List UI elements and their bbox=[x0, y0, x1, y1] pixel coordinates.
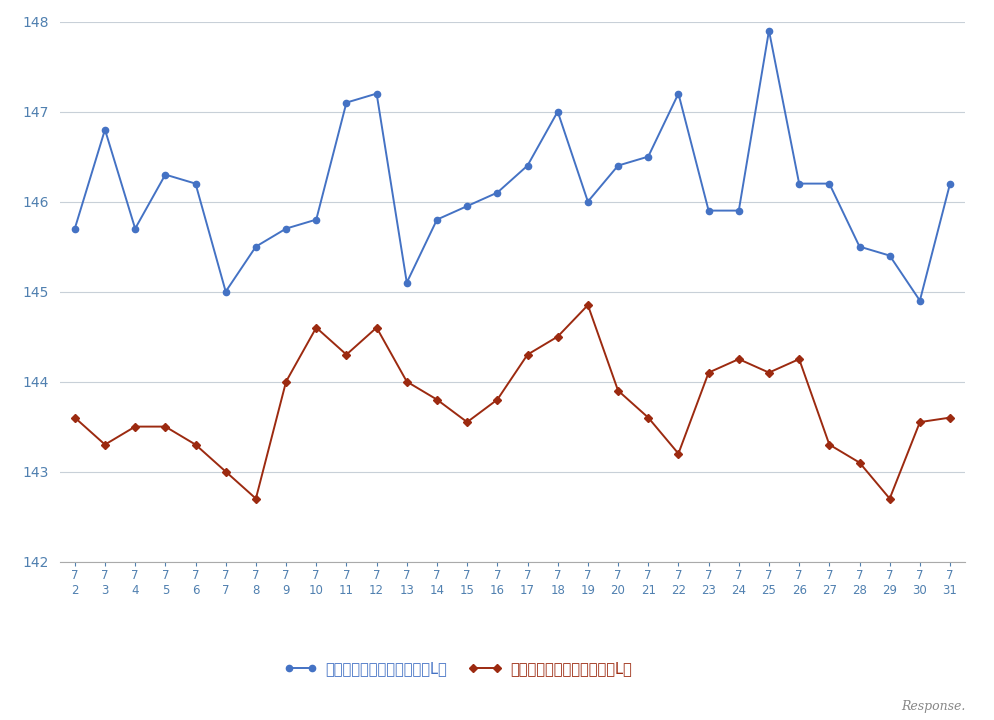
レギュラー実売価格（円／L） bbox=[521, 350, 533, 359]
レギュラー看板価格（円／L） bbox=[943, 179, 955, 188]
レギュラー看板価格（円／L） bbox=[129, 225, 141, 233]
レギュラー実売価格（円／L） bbox=[853, 458, 865, 467]
レギュラー看板価格（円／L） bbox=[883, 251, 895, 260]
Legend: レギュラー看板価格（円／L）, レギュラー実売価格（円／L）: レギュラー看板価格（円／L）, レギュラー実売価格（円／L） bbox=[278, 655, 637, 682]
レギュラー実売価格（円／L） bbox=[280, 377, 292, 386]
レギュラー看板価格（円／L） bbox=[702, 206, 714, 215]
レギュラー実売価格（円／L） bbox=[611, 386, 623, 395]
レギュラー看板価格（円／L） bbox=[611, 161, 623, 170]
レギュラー看板価格（円／L） bbox=[491, 188, 503, 197]
レギュラー看板価格（円／L） bbox=[672, 89, 684, 98]
レギュラー実売価格（円／L） bbox=[460, 418, 473, 426]
レギュラー実売価格（円／L） bbox=[581, 301, 593, 310]
Line: レギュラー看板価格（円／L）: レギュラー看板価格（円／L） bbox=[72, 27, 952, 304]
レギュラー看板価格（円／L） bbox=[762, 26, 774, 35]
レギュラー実売価格（円／L） bbox=[883, 495, 895, 503]
Text: Response.: Response. bbox=[900, 700, 964, 713]
レギュラー実売価格（円／L） bbox=[370, 323, 382, 332]
レギュラー実売価格（円／L） bbox=[220, 467, 232, 476]
レギュラー看板価格（円／L） bbox=[521, 161, 533, 170]
レギュラー実売価格（円／L） bbox=[310, 323, 322, 332]
レギュラー実売価格（円／L） bbox=[69, 413, 81, 422]
レギュラー看板価格（円／L） bbox=[460, 202, 473, 210]
レギュラー看板価格（円／L） bbox=[822, 179, 834, 188]
レギュラー看板価格（円／L） bbox=[98, 125, 111, 134]
レギュラー看板価格（円／L） bbox=[220, 287, 232, 296]
レギュラー看板価格（円／L） bbox=[581, 197, 593, 206]
レギュラー実売価格（円／L） bbox=[762, 368, 774, 377]
レギュラー実売価格（円／L） bbox=[732, 355, 744, 364]
レギュラー実売価格（円／L） bbox=[430, 395, 442, 404]
レギュラー看板価格（円／L） bbox=[189, 179, 201, 188]
レギュラー実売価格（円／L） bbox=[822, 440, 834, 449]
レギュラー実売価格（円／L） bbox=[792, 355, 804, 364]
レギュラー看板価格（円／L） bbox=[430, 215, 442, 224]
レギュラー実売価格（円／L） bbox=[943, 413, 955, 422]
レギュラー実売価格（円／L） bbox=[401, 377, 413, 386]
レギュラー実売価格（円／L） bbox=[340, 350, 352, 359]
レギュラー看板価格（円／L） bbox=[912, 296, 924, 305]
レギュラー看板価格（円／L） bbox=[280, 225, 292, 233]
レギュラー実売価格（円／L） bbox=[491, 395, 503, 404]
レギュラー実売価格（円／L） bbox=[672, 449, 684, 458]
レギュラー看板価格（円／L） bbox=[642, 152, 654, 161]
レギュラー看板価格（円／L） bbox=[792, 179, 804, 188]
レギュラー看板価格（円／L） bbox=[732, 206, 744, 215]
レギュラー実売価格（円／L） bbox=[702, 368, 714, 377]
レギュラー看板価格（円／L） bbox=[69, 225, 81, 233]
レギュラー実売価格（円／L） bbox=[642, 413, 654, 422]
Line: レギュラー実売価格（円／L）: レギュラー実売価格（円／L） bbox=[72, 302, 952, 502]
レギュラー実売価格（円／L） bbox=[551, 332, 563, 341]
レギュラー看板価格（円／L） bbox=[159, 170, 171, 179]
レギュラー看板価格（円／L） bbox=[310, 215, 322, 224]
レギュラー実売価格（円／L） bbox=[159, 422, 171, 431]
レギュラー実売価格（円／L） bbox=[912, 418, 924, 426]
レギュラー看板価格（円／L） bbox=[551, 107, 563, 116]
レギュラー看板価格（円／L） bbox=[249, 242, 261, 251]
レギュラー実売価格（円／L） bbox=[249, 495, 261, 503]
レギュラー実売価格（円／L） bbox=[98, 440, 111, 449]
レギュラー看板価格（円／L） bbox=[370, 89, 382, 98]
レギュラー実売価格（円／L） bbox=[189, 440, 201, 449]
レギュラー看板価格（円／L） bbox=[853, 242, 865, 251]
レギュラー看板価格（円／L） bbox=[401, 278, 413, 287]
レギュラー実売価格（円／L） bbox=[129, 422, 141, 431]
レギュラー看板価格（円／L） bbox=[340, 98, 352, 107]
